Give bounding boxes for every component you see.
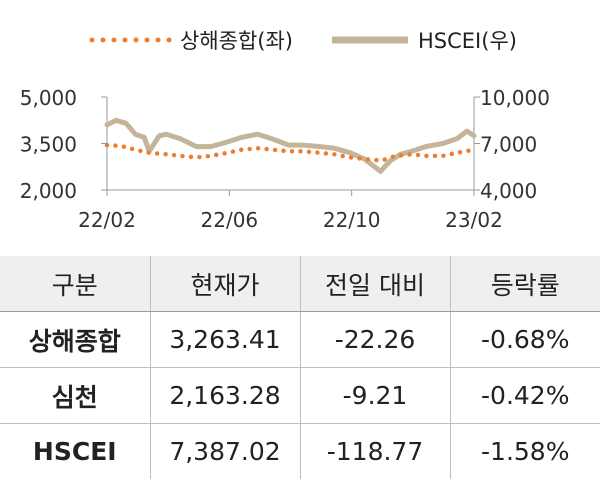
row-change: -9.21 [299,367,450,424]
row-change: -118.77 [299,423,450,479]
row-price: 7,387.02 [149,423,300,479]
table-row-shenzhen: 심천 2,163.28 -9.21 -0.42% [0,367,600,424]
row-price: 2,163.28 [149,367,300,424]
row-name: 상해종합 [0,311,150,368]
row-name: 심천 [0,367,150,424]
table-row-hscei: HSCEI 7,387.02 -118.77 -1.58% [0,423,600,479]
header-category: 구분 [0,256,150,312]
y-right-tick-label: 4,000 [480,179,537,203]
table-row-shanghai: 상해종합 3,263.41 -22.26 -0.68% [0,311,600,368]
x-tick-label: 22/10 [323,208,381,232]
series-line-shanghai [104,142,477,163]
header-change: 전일 대비 [299,256,450,312]
y-left-tick-label: 2,000 [20,179,77,203]
legend-label-hscei: HSCEI(우) [418,29,517,53]
y-left-tick-label: 5,000 [20,86,77,110]
row-rate: -1.58% [449,423,600,479]
y-right-tick-label: 10,000 [480,86,550,110]
row-name: HSCEI [32,437,117,466]
x-tick-label: 22/06 [201,208,259,232]
series-line-hscei [104,117,477,174]
table-header-row: 구분 현재가 전일 대비 등락률 [0,256,600,312]
row-rate: -0.68% [449,311,600,368]
row-rate: -0.42% [449,367,600,424]
y-right-tick-label: 7,000 [480,133,537,157]
y-left-tick-label: 3,500 [20,133,77,157]
x-tick-label: 23/02 [445,208,503,232]
legend: 상해종합(좌) HSCEI(우) [89,29,517,53]
header-rate: 등락률 [449,256,600,312]
row-change: -22.26 [299,311,450,368]
row-price: 3,263.41 [149,311,300,368]
quote-table: 구분 현재가 전일 대비 등락률 상해종합 3,263.41 -22.26 -0… [0,256,600,479]
x-tick-label: 22/02 [78,208,136,232]
header-price: 현재가 [149,256,300,312]
index-chart: 상해종합(좌) HSCEI(우) 5,000 3,500 2,000 10,000 7,… [20,29,550,232]
legend-label-shanghai: 상해종합(좌) [180,29,293,53]
